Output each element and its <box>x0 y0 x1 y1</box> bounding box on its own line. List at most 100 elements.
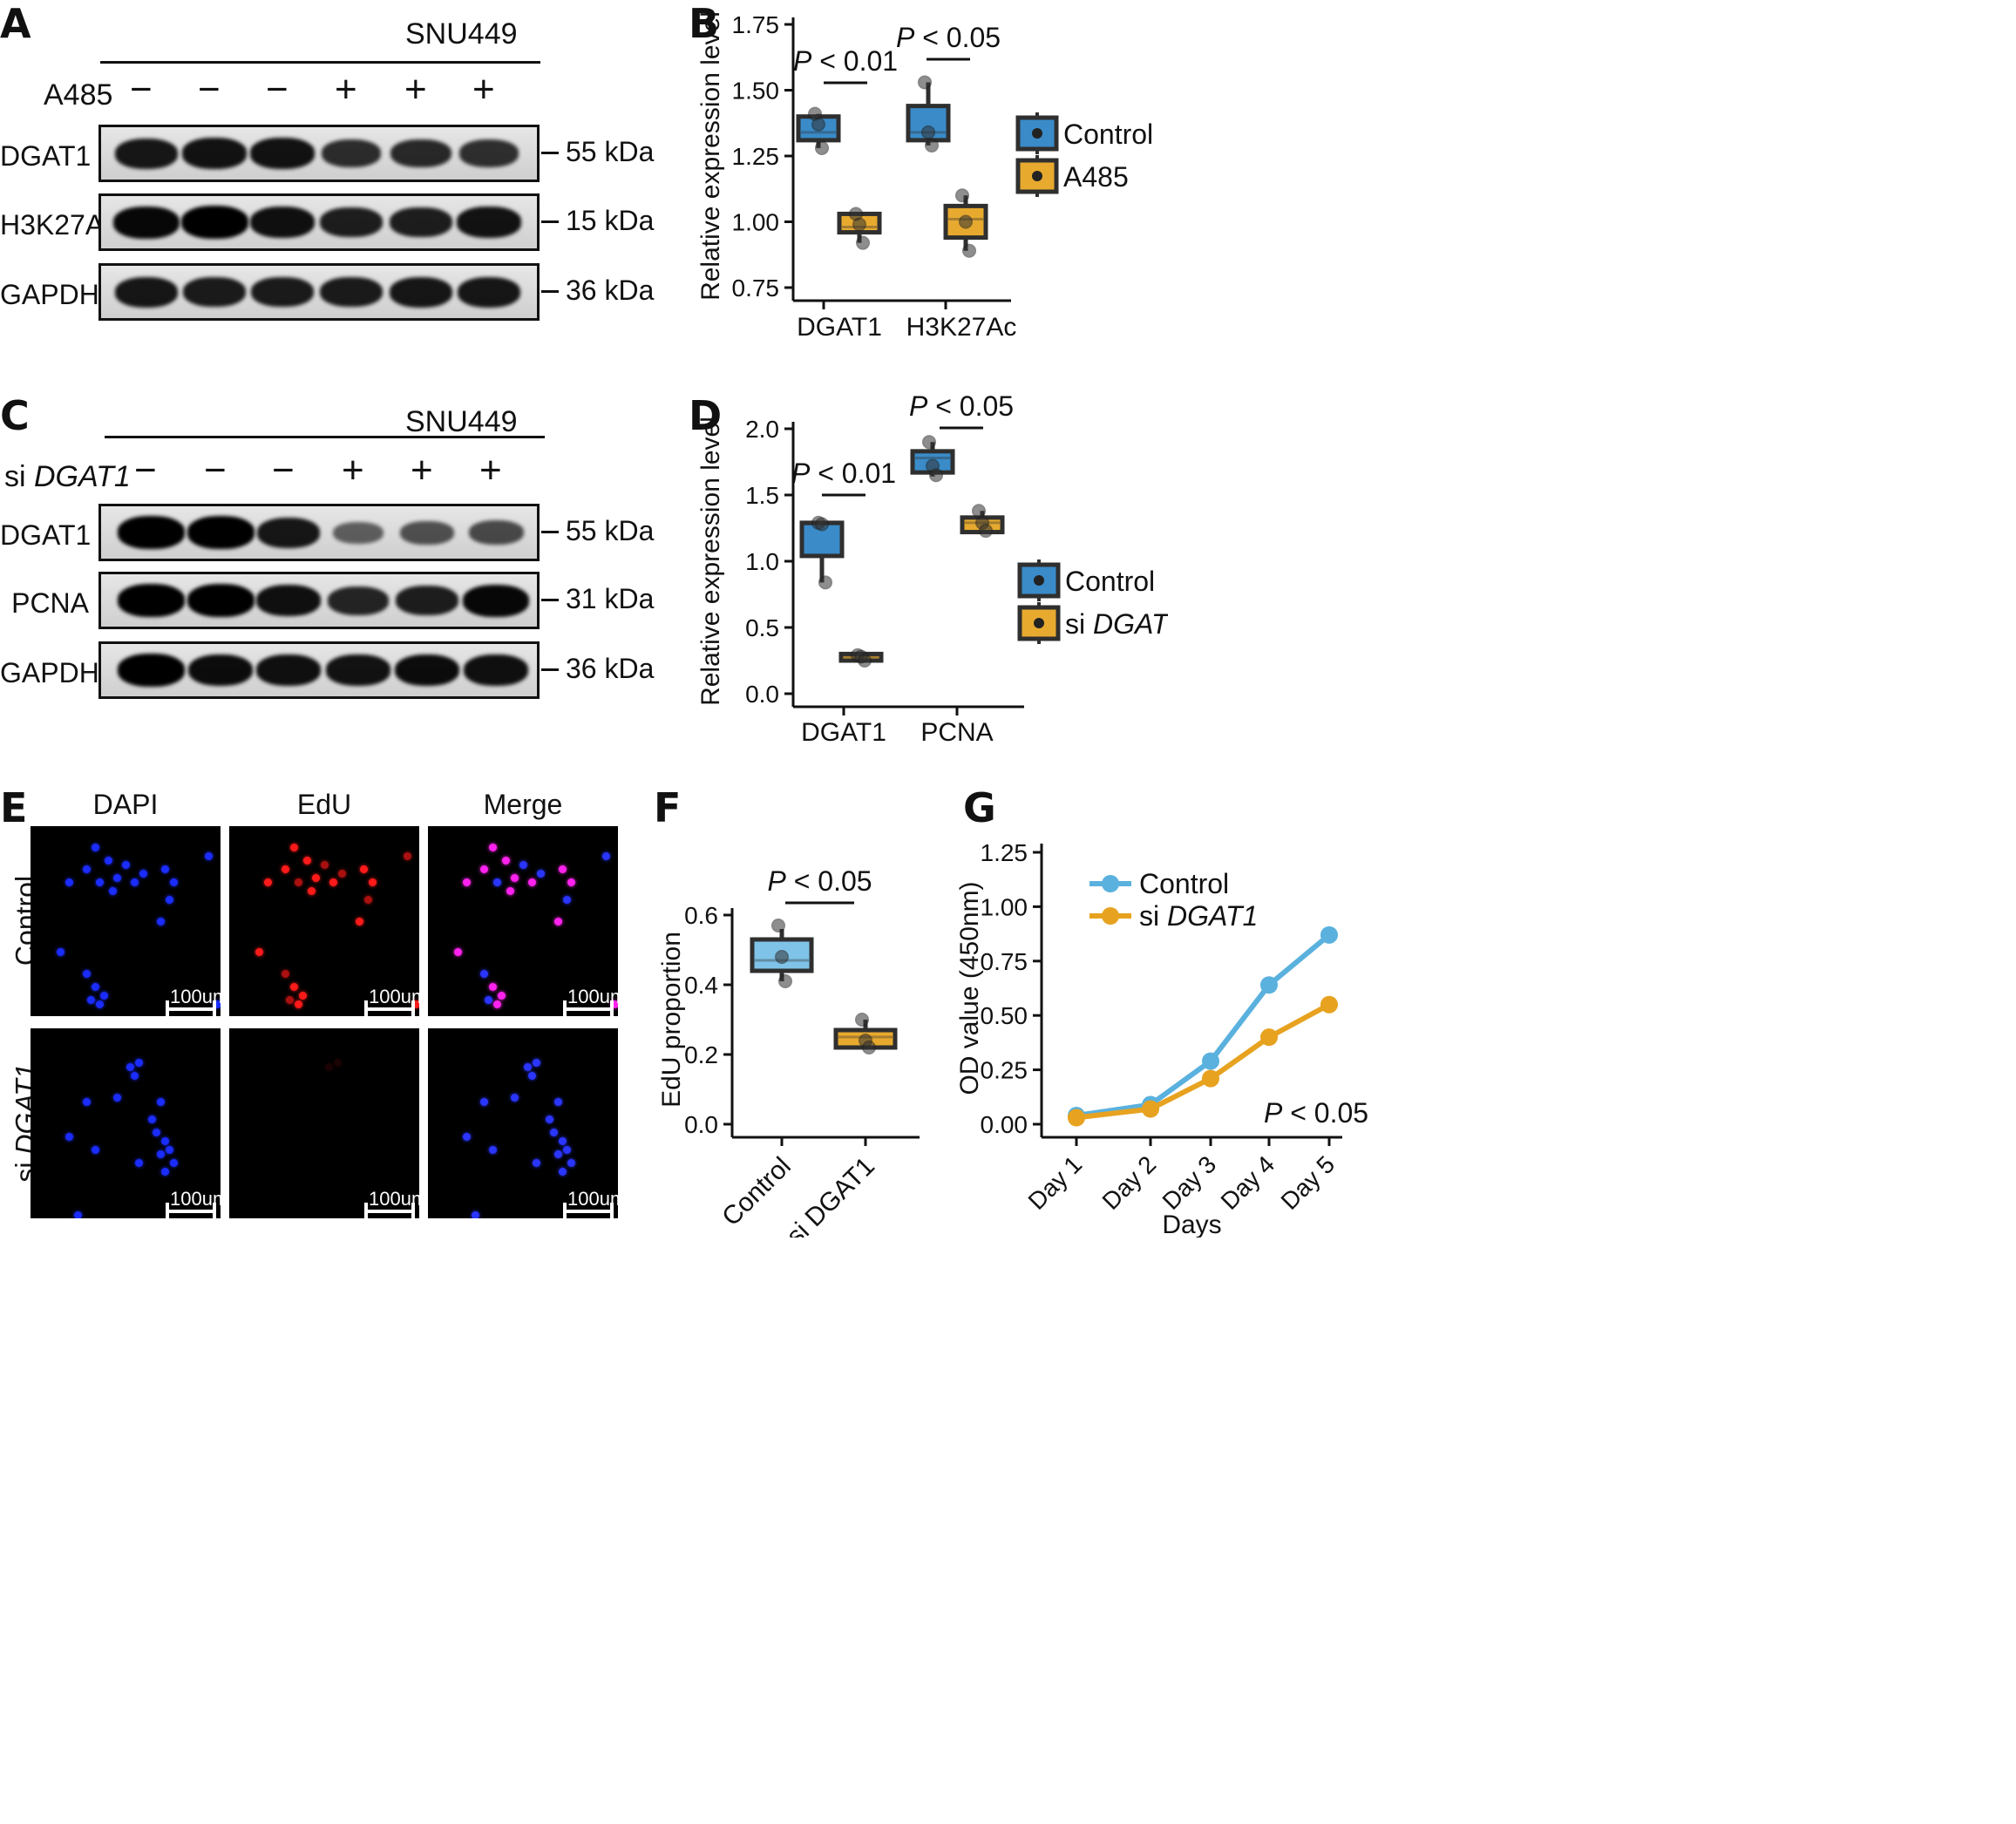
data-point <box>921 125 935 139</box>
legend-label: Control <box>1139 868 1229 899</box>
blot-membrane <box>98 125 540 182</box>
panel-label-e: E <box>0 784 28 831</box>
treatment-sign: − <box>204 449 227 492</box>
data-point <box>955 188 969 203</box>
scale-bar-label: 100um <box>369 986 419 1007</box>
data-point <box>959 214 973 229</box>
y-tick-label: 1.5 <box>745 482 779 509</box>
panel-label-f: F <box>654 784 682 831</box>
legend-label: A485 <box>1063 161 1129 193</box>
blot-protein-label: GAPDH <box>0 657 99 688</box>
blot-membrane <box>98 504 540 561</box>
scale-bar <box>563 1000 614 1016</box>
panel-label-g: G <box>963 784 996 831</box>
panel-label-c: C <box>0 392 30 439</box>
treatment-sign: + <box>342 449 364 492</box>
cell-line-label-a: SNU449 <box>405 17 518 51</box>
scale-bar <box>364 1203 415 1218</box>
y-tick-label: 1.0 <box>745 548 779 575</box>
box-plot <box>910 435 955 483</box>
blot-band <box>457 207 521 238</box>
cell-nucleus <box>100 992 108 1000</box>
y-tick-label: 1.00 <box>981 893 1028 920</box>
cell-nucleus <box>329 878 337 886</box>
molecular-weight-label: 55 kDa <box>566 515 655 546</box>
cell-nucleus <box>480 865 488 873</box>
blot-band <box>250 138 315 169</box>
treatment-sign: + <box>411 449 433 492</box>
mw-tick <box>541 152 559 154</box>
data-point <box>818 575 832 590</box>
cell-nucleus <box>511 874 519 882</box>
blot-band <box>396 586 458 615</box>
column-title: EdU <box>296 789 352 820</box>
cell-nucleus <box>87 996 95 1004</box>
blot-band <box>389 276 453 308</box>
cell-nucleus <box>113 1094 121 1102</box>
cell-nucleus <box>360 865 368 873</box>
treatment-label-a: A485 <box>44 78 113 112</box>
cell-nucleus <box>498 992 506 1000</box>
y-tick-label: 0.2 <box>684 1041 718 1068</box>
cell-nucleus <box>92 844 99 851</box>
cell-nucleus <box>312 874 320 882</box>
cell-nucleus <box>135 1159 143 1167</box>
cell-nucleus <box>554 1150 562 1158</box>
scale-bar-label: 100um <box>567 986 618 1007</box>
blot-band <box>255 654 322 686</box>
x-tick-label: Control <box>716 1152 797 1232</box>
data-point <box>862 1041 876 1054</box>
blot-band <box>249 207 316 238</box>
cell-nucleus <box>96 878 104 886</box>
blot-band <box>117 516 185 549</box>
legend-point <box>1034 618 1044 628</box>
blot-band <box>256 517 321 548</box>
chart-g: 0.00 0.25 0.50 0.75 1.00 1.25 OD value (450nm)… <box>959 839 1368 1237</box>
blot-band <box>458 139 519 167</box>
treatment-sign: + <box>472 68 495 111</box>
scale-bar <box>166 1203 216 1218</box>
mw-tick <box>541 599 559 601</box>
blot-band <box>328 586 389 615</box>
cell-nucleus <box>214 1000 221 1008</box>
x-tick-label: DGAT1 <box>797 313 882 342</box>
blot-band <box>326 654 390 686</box>
cell-line-label-c: SNU449 <box>405 405 518 438</box>
legend-label: si DGAT1 <box>1139 900 1258 932</box>
cell-nucleus <box>537 870 545 878</box>
cell-nucleus <box>480 970 488 978</box>
cell-nucleus <box>295 1000 302 1008</box>
cell-nucleus <box>74 1211 82 1218</box>
y-tick-label: 2.0 <box>745 416 779 443</box>
cell-nucleus <box>559 1137 567 1145</box>
panel-label-b: B <box>689 0 720 47</box>
cell-nucleus <box>369 878 377 886</box>
cell-nucleus <box>559 1168 567 1176</box>
y-tick-label: 1.75 <box>732 11 780 38</box>
cell-nucleus <box>480 1098 488 1106</box>
chart-d: 0.0 0.5 1.0 1.5 2.0 Relative expression level… <box>696 390 1168 747</box>
legend-label: Control <box>1065 566 1155 597</box>
cell-nucleus <box>126 1063 134 1071</box>
cell-nucleus <box>166 896 173 904</box>
cell-nucleus <box>463 878 471 886</box>
significance-label: P < 0.01 <box>793 45 898 77</box>
data-point <box>1142 1100 1159 1118</box>
y-tick-label: 0.5 <box>745 614 779 641</box>
blot-band <box>400 520 454 545</box>
cell-nucleus <box>489 1146 497 1154</box>
cell-nucleus <box>96 1000 104 1008</box>
molecular-weight-label: 36 kDa <box>566 653 655 684</box>
cell-nucleus <box>511 1094 519 1102</box>
blot-band <box>114 138 179 169</box>
y-tick-label: 0.6 <box>684 902 718 929</box>
blot-band <box>183 276 246 308</box>
cell-nucleus <box>299 992 307 1000</box>
cell-nucleus <box>148 1115 156 1123</box>
cell-nucleus <box>92 983 99 991</box>
y-tick-label: 0.25 <box>981 1057 1028 1084</box>
molecular-weight-label: 31 kDa <box>566 583 655 614</box>
scale-bar-label: 100um <box>567 1188 618 1210</box>
mw-tick <box>541 531 559 533</box>
